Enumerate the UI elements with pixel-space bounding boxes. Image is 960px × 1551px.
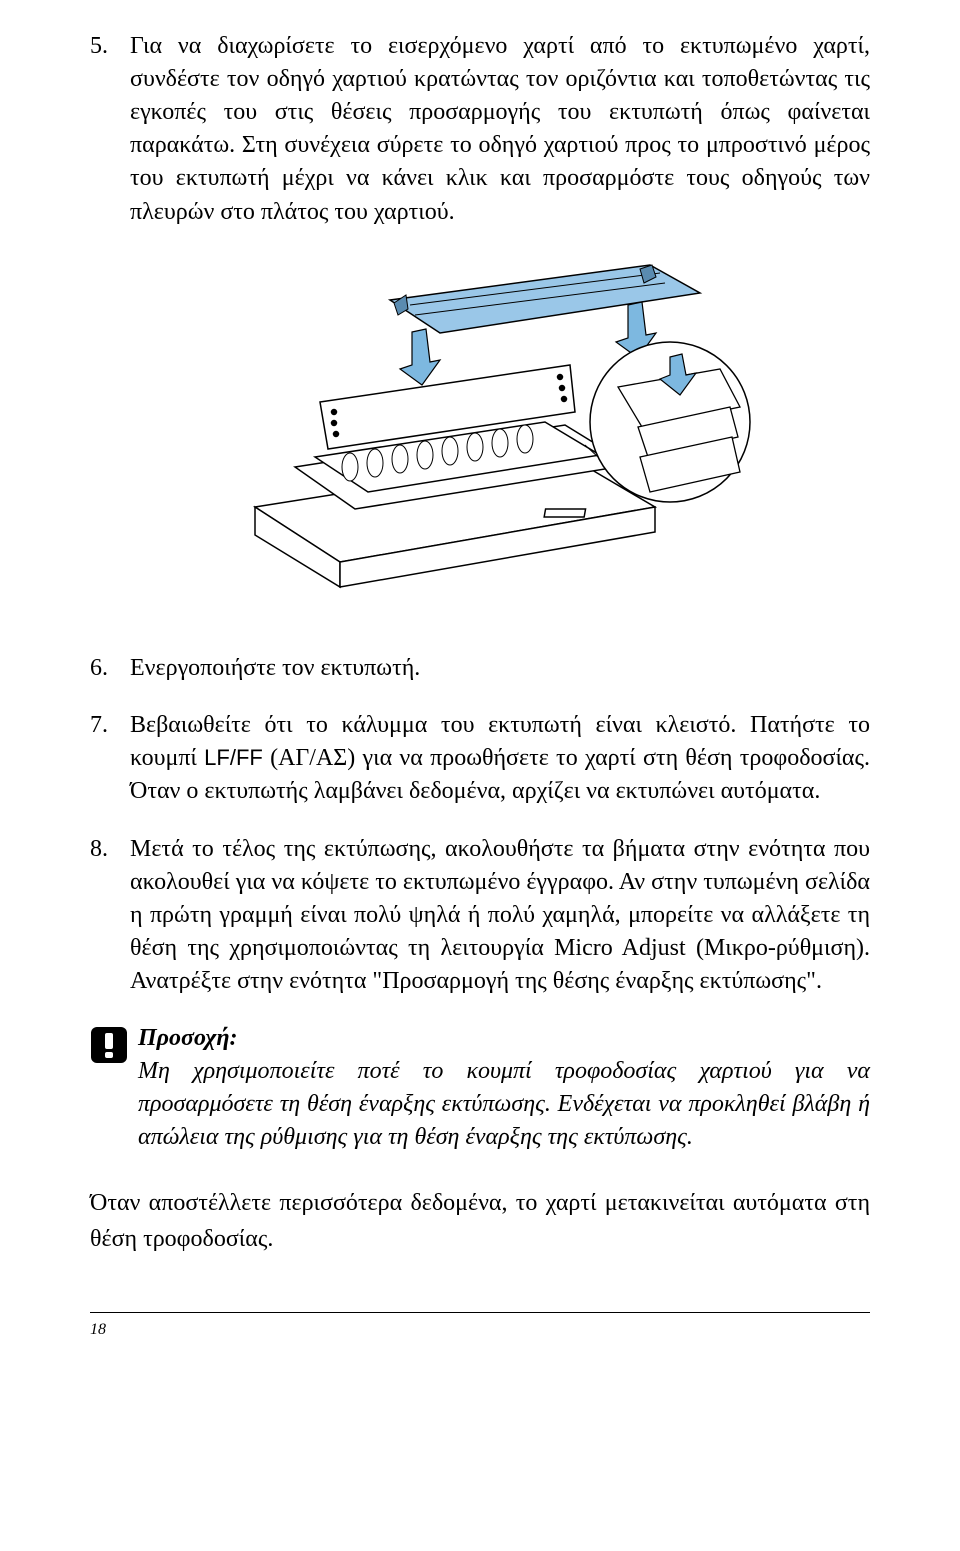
caution-title: Προσοχή:: [138, 1025, 238, 1051]
caution-icon: [90, 1022, 138, 1069]
caution-body: Μη χρησιμοποιείτε ποτέ το κουμπί τροφοδο…: [138, 1058, 870, 1150]
page-footer: 18: [90, 1312, 870, 1355]
step-5-number: 5.: [90, 30, 130, 64]
step-5: 5. Για να διαχωρίσετε το εισερχόμενο χαρ…: [90, 30, 870, 229]
step-8-text: Μετά το τέλος της εκτύπωσης, ακολουθήστε…: [130, 833, 870, 999]
step-7-number: 7.: [90, 709, 130, 743]
step-7-text: Βεβαιωθείτε ότι το κάλυμμα του εκτυπωτή …: [130, 709, 870, 808]
page-number: 18: [90, 1321, 106, 1338]
step-6-text: Ενεργοποιήστε τον εκτυπωτή.: [130, 652, 870, 685]
closing-paragraph: Όταν αποστέλλετε περισσότερα δεδομένα, τ…: [90, 1185, 870, 1257]
lf-ff-button-label: LF/FF: [204, 745, 263, 770]
step-7: 7. Βεβαιωθείτε ότι το κάλυμμα του εκτυπω…: [90, 709, 870, 808]
caution-block: Προσοχή: Μη χρησιμοποιείτε ποτέ το κουμπ…: [90, 1022, 870, 1154]
step-5-text: Για να διαχωρίσετε το εισερχόμενο χαρτί …: [130, 30, 870, 229]
printer-figure: [90, 257, 870, 612]
step-8: 8. Μετά το τέλος της εκτύπωσης, ακολουθή…: [90, 833, 870, 999]
step-6-number: 6.: [90, 652, 130, 686]
caution-text: Προσοχή: Μη χρησιμοποιείτε ποτέ το κουμπ…: [138, 1022, 870, 1154]
step-6: 6. Ενεργοποιήστε τον εκτυπωτή.: [90, 652, 870, 686]
step-8-number: 8.: [90, 833, 130, 867]
